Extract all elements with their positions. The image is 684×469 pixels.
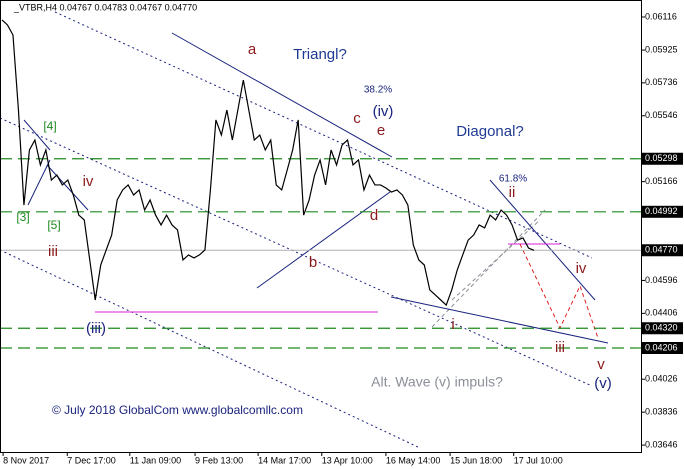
level-label-box: [641, 322, 683, 335]
wave-label: d: [370, 207, 378, 224]
x-tick-label: 7 Dec 17:00: [67, 455, 116, 465]
trend-line: [256, 191, 391, 289]
y-tick-label: 0.04406: [645, 308, 678, 318]
plot: [0, 19, 641, 349]
level-label-box: [641, 244, 683, 257]
y-tick-label: 0.03646: [645, 439, 678, 449]
level-label: 0.04320: [645, 323, 678, 333]
wave-label: [5]: [47, 218, 60, 232]
wave-label: v: [597, 356, 605, 373]
level-label: 0.05298: [645, 153, 678, 163]
x-tick-label: 15 Jun 18:00: [450, 455, 502, 465]
wave-label: [3]: [16, 210, 29, 224]
x-tick-label: 13 Apr 10:00: [322, 455, 373, 465]
annotation: Alt. Wave (v) impuls?: [371, 374, 503, 390]
level-label: 0.04206: [645, 342, 678, 352]
annotation: 61.8%: [499, 174, 527, 185]
annotation: Diagonal?: [456, 123, 524, 140]
level-label: 0.04770: [645, 245, 678, 255]
y-tick-label: 0.03836: [645, 407, 678, 417]
wave-label: [4]: [43, 119, 56, 133]
y-tick-label: 0.05546: [645, 110, 678, 120]
drawings: [0, 11, 609, 449]
wave-label: b: [309, 254, 317, 271]
price-line: [1, 19, 535, 307]
wave-label: iii: [48, 243, 58, 260]
x-tick-label: 14 Mar 17:00: [258, 455, 311, 465]
level-label-box: [641, 205, 683, 218]
channel-line: [431, 209, 546, 328]
trend-line: [390, 296, 609, 344]
wave-label: (iv): [373, 103, 394, 120]
x-tick-label: 17 Jul 10:00: [514, 455, 563, 465]
annotations: a Triangl? 38.2% (iv) c e Diagonal? [4] …: [16, 41, 611, 417]
x-tick-label: 16 May 14:00: [386, 455, 441, 465]
wave-label: ii: [509, 184, 516, 201]
trend-line: [46, 164, 89, 211]
channel-line: [451, 219, 541, 301]
annotation: Triangl?: [293, 46, 347, 63]
wave-label: iv: [83, 173, 94, 190]
copyright: © July 2018 GlobalCom www.globalcomllc.c…: [52, 403, 303, 417]
y-tick-label: 0.05166: [645, 176, 678, 186]
channel-line: [0, 117, 593, 387]
level-label: 0.04992: [645, 206, 678, 216]
y-tick-label: 0.05736: [645, 77, 678, 87]
x-tick-label: 11 Jan 09:00: [130, 455, 181, 465]
wave-label: iii: [555, 339, 565, 356]
level-label-box: [641, 342, 683, 355]
wave-label: c: [353, 110, 361, 127]
trend-line: [23, 119, 51, 151]
x-tick-label: 8 Nov 2017: [3, 455, 49, 465]
wave-label: (v): [594, 375, 612, 392]
level-label-box: [641, 152, 683, 165]
wave-label: (iii): [86, 320, 106, 337]
y-tick-label: 0.04026: [645, 374, 678, 384]
wave-label: a: [248, 41, 257, 58]
trend-line: [489, 179, 596, 301]
wave-label: iv: [576, 260, 587, 277]
y-tick-label: 0.06116: [645, 11, 677, 21]
wave-label: i: [451, 316, 454, 333]
annotation: 38.2%: [364, 85, 392, 96]
trend-line: [171, 32, 393, 158]
chart-title: _VTBR,H4 0.04767 0.04783 0.04767 0.04770: [13, 2, 197, 12]
channel-line: [54, 11, 593, 259]
y-tick-label: 0.05925: [645, 44, 678, 54]
plot-frame: [0, 0, 642, 453]
channel-line: [0, 249, 421, 449]
y-tick-label: 0.04596: [645, 275, 678, 285]
x-tick-label: 9 Feb 13:00: [195, 455, 243, 465]
trend-line: [27, 159, 51, 206]
wave-label: e: [377, 122, 385, 139]
